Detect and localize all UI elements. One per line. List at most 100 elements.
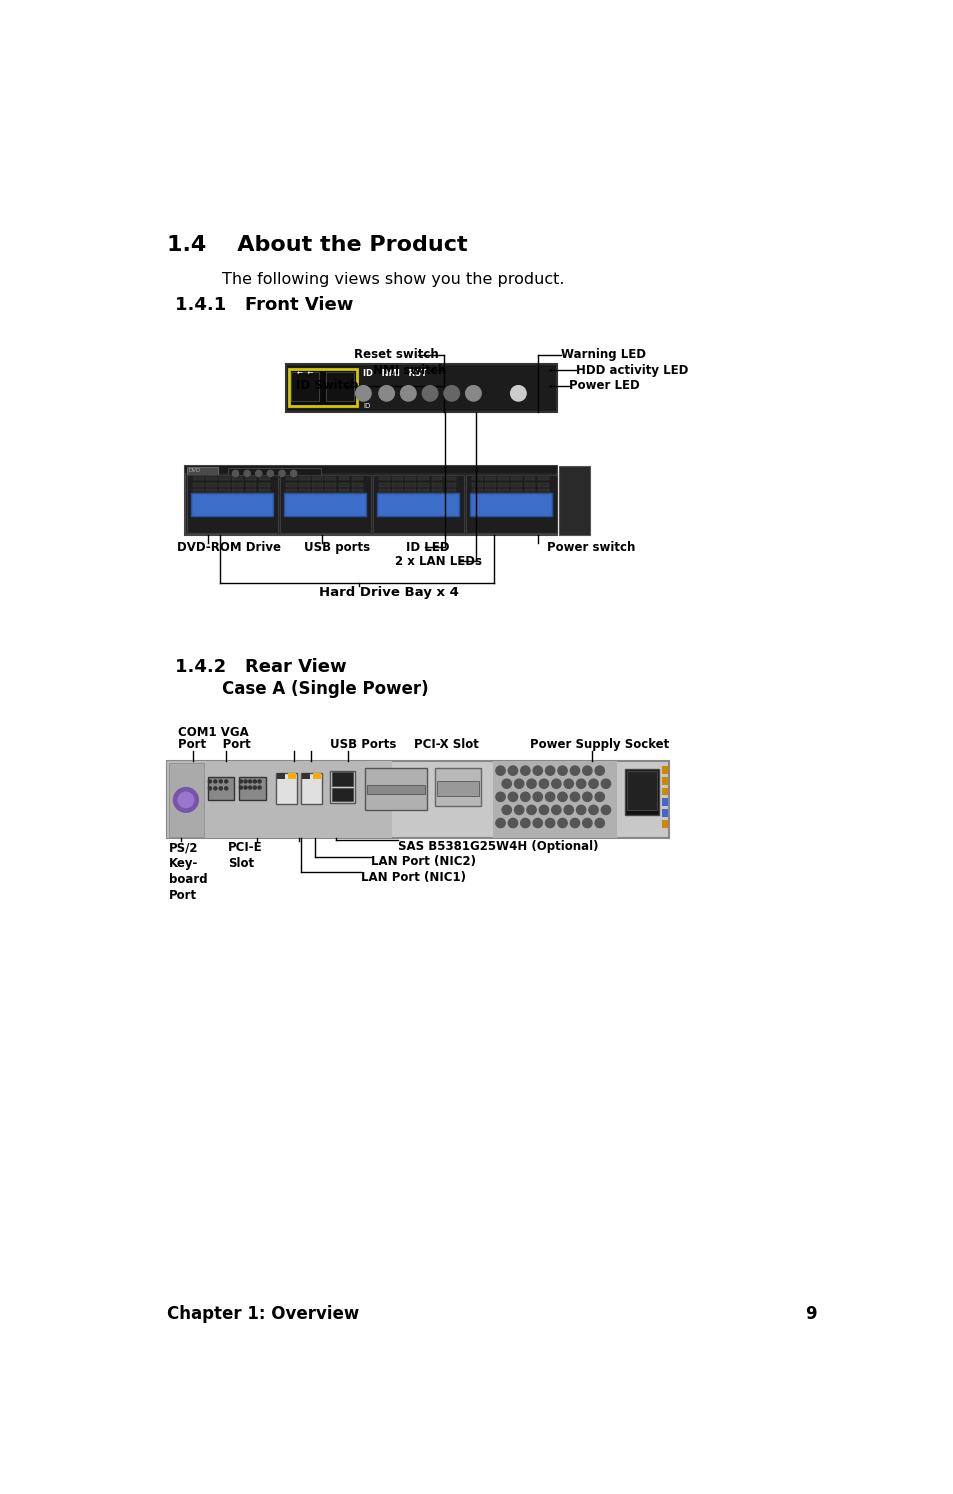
Bar bbox=[206, 483, 216, 487]
Circle shape bbox=[576, 778, 585, 789]
Bar bbox=[258, 477, 270, 481]
Circle shape bbox=[496, 766, 505, 775]
Bar bbox=[378, 477, 390, 481]
Circle shape bbox=[514, 778, 523, 789]
Text: 2 x LAN LEDs: 2 x LAN LEDs bbox=[395, 556, 481, 568]
Circle shape bbox=[595, 792, 604, 801]
Circle shape bbox=[570, 819, 579, 828]
Bar bbox=[206, 477, 216, 481]
Bar bbox=[497, 483, 509, 487]
Circle shape bbox=[558, 819, 567, 828]
Bar bbox=[300, 772, 322, 804]
Text: ID: ID bbox=[363, 402, 370, 408]
Bar bbox=[187, 475, 278, 533]
Bar bbox=[219, 483, 230, 487]
Circle shape bbox=[501, 805, 511, 814]
Bar bbox=[291, 372, 319, 400]
Bar bbox=[537, 483, 548, 487]
Circle shape bbox=[526, 778, 536, 789]
Circle shape bbox=[224, 780, 228, 783]
Circle shape bbox=[558, 792, 567, 801]
Circle shape bbox=[588, 778, 598, 789]
Text: ID   NMI   RST: ID NMI RST bbox=[363, 369, 427, 378]
Text: PCI-E
Slot: PCI-E Slot bbox=[228, 841, 262, 871]
Bar bbox=[288, 772, 295, 778]
Bar bbox=[219, 489, 230, 493]
Circle shape bbox=[526, 805, 536, 814]
Circle shape bbox=[213, 780, 216, 783]
Bar bbox=[228, 468, 320, 478]
Bar bbox=[219, 477, 230, 481]
Bar bbox=[472, 483, 482, 487]
Bar bbox=[418, 489, 429, 493]
Bar bbox=[493, 762, 617, 838]
Circle shape bbox=[496, 819, 505, 828]
Text: SAS B5381G25W4H (Optional): SAS B5381G25W4H (Optional) bbox=[397, 840, 598, 853]
Bar bbox=[661, 777, 667, 784]
Bar bbox=[624, 769, 659, 816]
Bar bbox=[326, 372, 354, 400]
Bar bbox=[418, 483, 429, 487]
Bar bbox=[484, 477, 496, 481]
Bar bbox=[378, 489, 390, 493]
Circle shape bbox=[501, 778, 511, 789]
Text: PCI-X Slot: PCI-X Slot bbox=[414, 738, 478, 751]
Bar bbox=[405, 477, 416, 481]
Bar bbox=[558, 466, 589, 535]
Bar bbox=[367, 784, 424, 793]
Circle shape bbox=[233, 471, 238, 477]
Bar bbox=[405, 483, 416, 487]
Bar bbox=[206, 489, 216, 493]
Bar bbox=[258, 483, 270, 487]
Text: Power Supply Socket: Power Supply Socket bbox=[530, 738, 669, 751]
Bar bbox=[330, 771, 355, 802]
Circle shape bbox=[508, 819, 517, 828]
Circle shape bbox=[551, 778, 560, 789]
Bar bbox=[661, 810, 667, 817]
Bar bbox=[169, 763, 204, 837]
Bar bbox=[352, 477, 362, 481]
Circle shape bbox=[563, 805, 573, 814]
Circle shape bbox=[582, 792, 592, 801]
Bar bbox=[245, 483, 256, 487]
Text: PS/2
Key-
board
Port: PS/2 Key- board Port bbox=[169, 841, 207, 902]
Text: Port    Port: Port Port bbox=[178, 738, 251, 751]
Text: 1.4.1   Front View: 1.4.1 Front View bbox=[174, 296, 353, 314]
Bar bbox=[352, 483, 362, 487]
Circle shape bbox=[257, 780, 261, 783]
Circle shape bbox=[178, 792, 193, 808]
Circle shape bbox=[422, 385, 437, 400]
Text: ID Switch: ID Switch bbox=[295, 379, 358, 391]
Bar bbox=[392, 483, 402, 487]
Bar bbox=[284, 493, 366, 515]
Circle shape bbox=[496, 792, 505, 801]
Circle shape bbox=[244, 471, 250, 477]
Text: Chapter 1: Overview: Chapter 1: Overview bbox=[167, 1306, 359, 1324]
Bar bbox=[484, 483, 496, 487]
Bar bbox=[511, 483, 521, 487]
Circle shape bbox=[208, 787, 212, 790]
Circle shape bbox=[257, 786, 261, 789]
Text: Hard Drive Bay x 4: Hard Drive Bay x 4 bbox=[319, 586, 458, 599]
Bar bbox=[378, 483, 390, 487]
Circle shape bbox=[533, 792, 542, 801]
Bar bbox=[279, 475, 371, 533]
Circle shape bbox=[465, 385, 480, 400]
Bar bbox=[524, 477, 535, 481]
Bar bbox=[373, 475, 464, 533]
Bar bbox=[435, 768, 480, 807]
Circle shape bbox=[600, 778, 610, 789]
Bar bbox=[325, 489, 335, 493]
Bar bbox=[392, 489, 402, 493]
Bar bbox=[258, 489, 270, 493]
Circle shape bbox=[520, 819, 530, 828]
Text: COM1 VGA: COM1 VGA bbox=[178, 726, 249, 740]
Circle shape bbox=[545, 766, 555, 775]
Bar bbox=[338, 483, 349, 487]
Bar bbox=[472, 477, 482, 481]
Bar bbox=[193, 483, 204, 487]
Circle shape bbox=[244, 780, 247, 783]
Bar bbox=[431, 489, 442, 493]
Text: HDD activity LED: HDD activity LED bbox=[576, 363, 688, 376]
Circle shape bbox=[249, 780, 252, 783]
